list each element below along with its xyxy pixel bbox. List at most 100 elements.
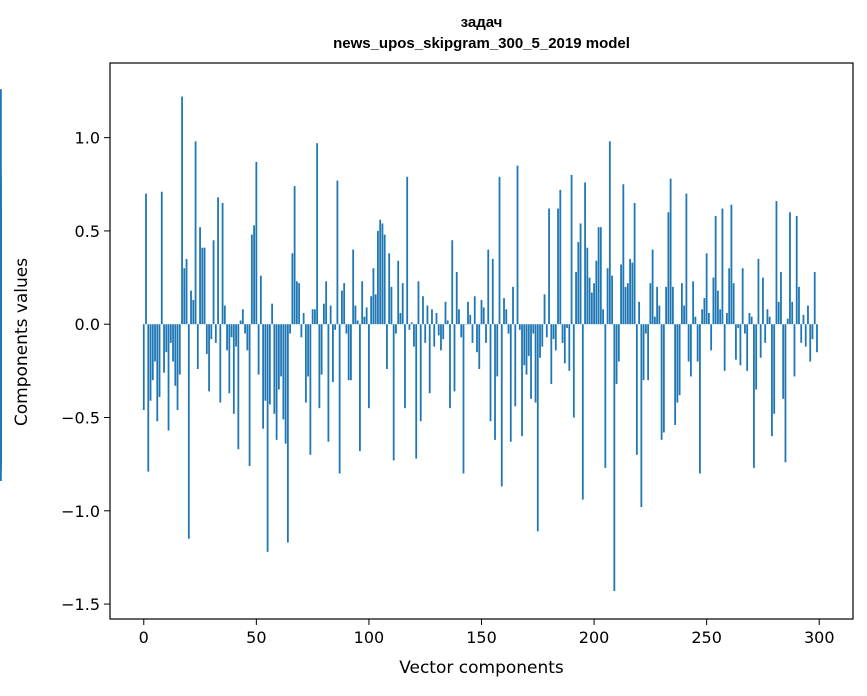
bar: [766, 309, 769, 325]
bar: [413, 324, 415, 347]
y-tick-label: −1.0: [61, 502, 100, 521]
bar: [649, 283, 652, 325]
bar: [172, 324, 174, 362]
bar: [798, 286, 800, 325]
bar: [345, 324, 348, 334]
bar: [422, 296, 424, 325]
bar: [590, 292, 593, 325]
bar: [311, 309, 314, 325]
bar: [473, 296, 476, 325]
bar: [196, 324, 199, 369]
bar: [343, 283, 346, 325]
bar: [446, 320, 449, 325]
bar: [509, 324, 512, 442]
y-axis-label: Components values: [12, 257, 32, 427]
bar: [316, 143, 319, 325]
bar: [214, 324, 217, 343]
bar: [181, 96, 183, 325]
chart-title-line-2: news_upos_skipgram_300_5_2019 model: [333, 35, 630, 52]
bar: [768, 316, 771, 325]
bar: [449, 324, 451, 409]
bar: [714, 215, 717, 325]
bar: [266, 324, 269, 552]
bar: [286, 324, 289, 543]
bar: [395, 324, 397, 334]
bar: [437, 324, 440, 336]
bar: [370, 296, 373, 325]
bar: [419, 324, 422, 422]
bar: [433, 324, 436, 347]
bar: [748, 313, 751, 325]
bar: [640, 324, 643, 508]
bar: [250, 234, 253, 325]
bar: [586, 247, 589, 325]
bar: [372, 268, 375, 325]
bar: [613, 324, 616, 592]
bar: [237, 324, 240, 450]
bar: [228, 324, 231, 394]
y-tick-label: 1.0: [75, 129, 100, 148]
bar: [440, 324, 442, 351]
bar: [741, 268, 744, 325]
bar: [570, 174, 573, 325]
bar: [280, 324, 283, 377]
bar: [732, 283, 735, 325]
bar: [726, 313, 728, 325]
bar: [458, 309, 460, 325]
bar: [365, 307, 368, 325]
bar: [435, 313, 438, 325]
bar: [230, 324, 233, 338]
bar: [275, 324, 278, 440]
bar: [793, 324, 796, 377]
bar: [469, 314, 472, 325]
bar: [377, 230, 379, 325]
bar: [757, 258, 760, 325]
bar: [293, 186, 296, 325]
bar: [451, 240, 454, 325]
bar: [149, 324, 152, 401]
bar: [507, 324, 510, 334]
bar: [386, 324, 388, 369]
bar: [352, 249, 355, 325]
bar: [307, 324, 310, 377]
bar: [268, 324, 271, 405]
bar: [361, 281, 364, 325]
bar: [431, 309, 433, 325]
bar: [541, 324, 544, 347]
bar: [217, 197, 219, 325]
bar: [780, 271, 782, 325]
bar: [390, 286, 393, 325]
bar: [347, 324, 350, 381]
bar: [753, 324, 755, 468]
bar: [557, 208, 559, 325]
bar: [680, 283, 683, 325]
bar: [694, 316, 697, 325]
bar: [487, 249, 490, 325]
bar: [320, 324, 323, 375]
bar: [561, 324, 564, 343]
bar: [764, 324, 767, 343]
bar: [572, 324, 575, 418]
bar: [399, 313, 402, 325]
bar: [563, 324, 566, 364]
bar: [201, 247, 204, 325]
bar: [721, 208, 724, 325]
y-tick-label: 0.0: [75, 315, 100, 334]
plot-frame: [109, 62, 854, 620]
bar: [183, 268, 186, 325]
bar: [617, 324, 620, 362]
bar: [786, 318, 789, 325]
bar: [453, 324, 456, 392]
bar: [174, 324, 177, 386]
bar: [730, 204, 733, 325]
bar: [187, 324, 190, 539]
bar: [397, 260, 400, 325]
bar: [253, 225, 255, 325]
bar: [388, 253, 391, 325]
bar: [728, 268, 731, 325]
bar: [662, 324, 665, 433]
bar: [239, 320, 242, 325]
bar: [406, 176, 409, 325]
bar: [491, 258, 494, 325]
bar: [424, 324, 427, 343]
